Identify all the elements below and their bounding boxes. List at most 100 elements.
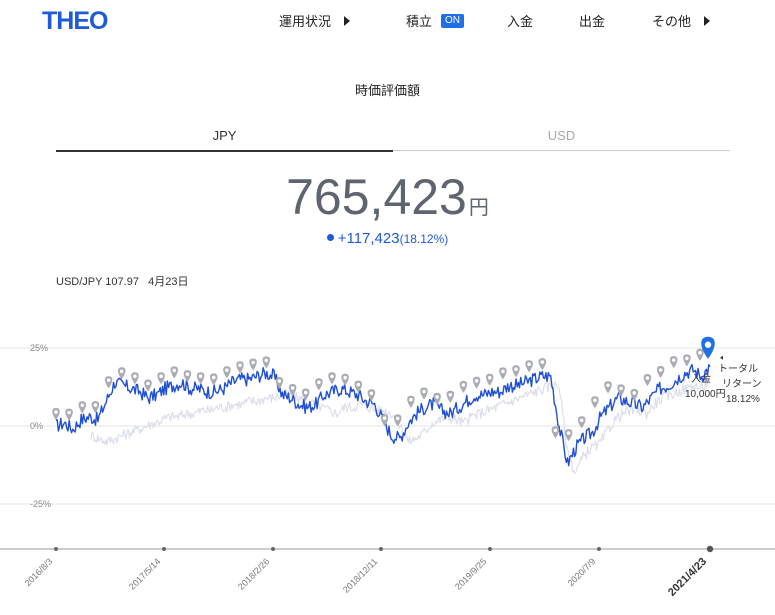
deposit-pin-icon[interactable] <box>262 356 271 369</box>
deposit-pin-icon[interactable] <box>459 380 468 393</box>
pin-hole <box>704 341 712 348</box>
deposit-pin-icon[interactable] <box>301 388 310 401</box>
deposit-pin-icon[interactable] <box>78 401 87 414</box>
pin-shape <box>433 392 441 405</box>
pin-shape <box>604 381 612 394</box>
valuation-change: +117,423(18.12%) <box>0 230 775 247</box>
nav-withdraw[interactable]: 出金 <box>579 11 605 30</box>
deposit-pin-icon[interactable] <box>643 374 652 386</box>
deposit-pin-icon[interactable] <box>696 348 704 361</box>
deposit-pin-icon[interactable] <box>223 366 231 379</box>
deposit-pin-icon[interactable] <box>525 360 533 373</box>
pin-hole <box>343 375 347 380</box>
pin-hole <box>671 358 676 362</box>
x-tick-label: 2021/4/23 <box>666 556 709 599</box>
tab-jpy[interactable]: JPY <box>56 128 393 152</box>
deposit-pin-icon[interactable] <box>485 373 494 386</box>
deposit-pin-icon[interactable] <box>354 380 363 393</box>
deposit-pin-icon[interactable] <box>617 384 625 397</box>
pin-shape <box>551 426 560 439</box>
deposit-pin-icon[interactable] <box>367 389 376 402</box>
pin-hole <box>409 397 413 402</box>
deposit-pin-icon[interactable] <box>393 414 402 427</box>
deposit-pin-icon[interactable] <box>170 366 179 379</box>
deposit-pin-icon[interactable] <box>236 361 244 374</box>
deposit-pin-icon[interactable] <box>209 373 218 386</box>
pin-hole <box>185 372 190 376</box>
current-position-pin-icon[interactable] <box>701 336 723 360</box>
deposit-pin-icon[interactable] <box>564 429 573 442</box>
pin-hole <box>645 376 650 380</box>
deposit-pin-icon[interactable] <box>144 379 152 392</box>
pin-hole <box>317 380 321 385</box>
pin-shape <box>104 376 113 389</box>
deposit-pin-icon[interactable] <box>131 372 139 385</box>
deposit-pin-icon[interactable] <box>630 388 639 401</box>
deposit-pin-icon[interactable] <box>538 358 547 371</box>
x-tick-dot <box>706 545 714 553</box>
deposit-pin-icon[interactable] <box>52 408 60 420</box>
pin-shape <box>393 414 402 427</box>
deposit-pin-icon[interactable] <box>499 367 507 380</box>
nav-deposit[interactable]: 入金 <box>507 11 533 30</box>
deposit-pin-icon[interactable] <box>683 354 691 367</box>
deposit-pin-icon[interactable] <box>472 376 481 389</box>
performance-chart[interactable]: 25% 0% -25% 2016/8/3 2017/5/14 2018/2/26 2018… <box>0 330 775 615</box>
y-axis-labels: 25% 0% -25% <box>30 343 51 509</box>
deposit-pin-icon[interactable] <box>604 381 612 394</box>
deposit-pin-icon[interactable] <box>196 372 205 385</box>
deposit-pin-icon[interactable] <box>380 414 389 427</box>
deposit-pin-icon[interactable] <box>288 384 297 396</box>
deposit-pin-icon[interactable] <box>328 372 336 385</box>
deposit-pin-icon[interactable] <box>341 373 349 386</box>
deposit-pin-icon[interactable] <box>656 366 665 378</box>
deposit-pin-icon[interactable] <box>117 367 126 380</box>
pin-hole <box>540 360 545 364</box>
pin-shape <box>262 356 271 369</box>
deposit-pin-icon[interactable] <box>91 401 100 414</box>
currency-unit: 円 <box>468 197 489 219</box>
pin-hole <box>369 391 374 396</box>
deposit-pin-icon[interactable] <box>591 396 599 409</box>
deposit-pin-icon[interactable] <box>183 370 192 383</box>
pin-shape <box>446 390 455 403</box>
deposit-pin-icon[interactable] <box>249 358 257 371</box>
deposit-pin-icon[interactable] <box>551 426 560 439</box>
x-tick-label: 2018/12/11 <box>341 556 379 594</box>
pin-shape <box>683 354 691 367</box>
theo-logo[interactable]: THEO <box>42 7 108 35</box>
deposit-pin-icon[interactable] <box>577 416 586 429</box>
deposit-pin-icon[interactable] <box>669 356 678 369</box>
pin-hole <box>119 369 124 374</box>
x-tick-dot <box>597 547 601 551</box>
pin-hole <box>553 428 558 433</box>
deposit-pin-icon[interactable] <box>104 376 113 389</box>
pin-shape <box>354 380 363 393</box>
pin-hole <box>225 368 229 372</box>
tab-usd[interactable]: USD <box>393 128 730 151</box>
deposit-pin-icon[interactable] <box>157 372 165 385</box>
pin-hole <box>146 381 150 386</box>
deposit-pin-icon[interactable] <box>315 378 323 391</box>
deposit-pin-icon[interactable] <box>65 408 73 421</box>
deposit-pins[interactable] <box>52 336 723 442</box>
pin-hole <box>593 398 597 402</box>
nav-other[interactable]: その他 <box>652 11 711 30</box>
pin-shape <box>117 367 126 380</box>
pin-hole <box>93 403 98 407</box>
pin-shape <box>630 388 639 401</box>
x-tick-label: 2017/5/14 <box>127 556 162 591</box>
pin-shape <box>209 373 218 386</box>
deposit-pin-icon[interactable] <box>420 387 428 400</box>
deposit-pin-icon[interactable] <box>433 392 441 405</box>
x-tick-dot <box>379 547 383 551</box>
pin-hole <box>80 403 85 407</box>
deposit-pin-icon[interactable] <box>446 390 455 403</box>
nav-tsumitate[interactable]: 積立 ON <box>406 11 465 30</box>
deposit-pin-icon[interactable] <box>407 395 415 408</box>
pin-hole <box>172 368 177 373</box>
pointer-arrow-icon <box>720 355 723 360</box>
deposit-pin-icon[interactable] <box>512 365 520 378</box>
deposit-pin-icon[interactable] <box>275 377 284 389</box>
nav-portfolio[interactable]: 運用状況 <box>279 11 351 30</box>
